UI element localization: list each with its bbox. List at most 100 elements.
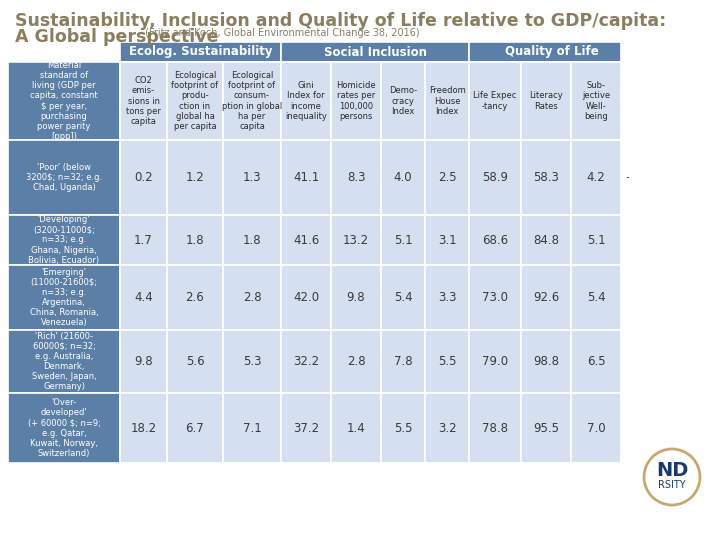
Text: 37.2: 37.2 [293, 421, 319, 434]
Text: 0.2: 0.2 [134, 171, 153, 184]
Text: 32.2: 32.2 [293, 355, 319, 368]
Bar [120, 330, 167, 393]
Bar [120, 140, 167, 215]
Text: 'Poor' (below
3200$; n=32; e.g.
Chad, Uganda): 'Poor' (below 3200$; n=32; e.g. Chad, Ug… [26, 163, 102, 192]
Bar [621, 393, 634, 463]
Text: Demo-
cracy
Index: Demo- cracy Index [389, 86, 417, 115]
Bar [8, 215, 120, 265]
Bar [381, 265, 425, 330]
Text: 7.0: 7.0 [586, 421, 605, 434]
Bar [167, 330, 223, 393]
Bar [521, 215, 571, 265]
Bar [167, 265, 223, 330]
Text: 9.8: 9.8 [347, 291, 365, 304]
Bar [469, 215, 521, 265]
Text: 41.6: 41.6 [293, 233, 319, 246]
Bar [521, 330, 571, 393]
Bar [381, 393, 425, 463]
Bar [8, 62, 120, 140]
Text: 73.0: 73.0 [482, 291, 508, 304]
Bar [469, 140, 521, 215]
Bar [381, 330, 425, 393]
Bar [331, 140, 381, 215]
Bar [281, 393, 331, 463]
Bar [469, 393, 521, 463]
Text: 6.5: 6.5 [586, 355, 605, 368]
Text: ND: ND [656, 460, 688, 480]
Bar [331, 265, 381, 330]
Bar [120, 393, 167, 463]
Text: 4.0: 4.0 [393, 171, 413, 184]
Bar [425, 215, 469, 265]
Bar [571, 215, 621, 265]
Text: 98.8: 98.8 [533, 355, 559, 368]
Bar [120, 215, 167, 265]
Bar [331, 393, 381, 463]
Text: 92.6: 92.6 [533, 291, 559, 304]
Bar [331, 330, 381, 393]
Bar [223, 393, 281, 463]
Bar [381, 215, 425, 265]
Bar [281, 215, 331, 265]
Text: RSITY: RSITY [658, 480, 686, 490]
Bar [621, 215, 634, 265]
Bar [469, 62, 521, 140]
Text: Sub-
jective
Well-
being: Sub- jective Well- being [582, 81, 610, 121]
Text: 1.8: 1.8 [186, 233, 204, 246]
Bar [621, 265, 634, 330]
Bar [381, 62, 425, 140]
Text: 79.0: 79.0 [482, 355, 508, 368]
Bar [223, 62, 281, 140]
Bar [8, 265, 120, 330]
Bar [281, 42, 469, 62]
Bar [167, 393, 223, 463]
Text: 7.8: 7.8 [393, 355, 413, 368]
Bar [167, 62, 223, 140]
Text: 13.2: 13.2 [343, 233, 369, 246]
Text: 2.8: 2.8 [347, 355, 365, 368]
Text: 1.2: 1.2 [186, 171, 204, 184]
Text: 5.1: 5.1 [393, 233, 413, 246]
Bar [425, 140, 469, 215]
Text: 84.8: 84.8 [533, 233, 559, 246]
Text: 78.8: 78.8 [482, 421, 508, 434]
Bar [571, 265, 621, 330]
Bar [469, 42, 634, 62]
Bar [621, 42, 634, 62]
Text: 3.1: 3.1 [437, 233, 457, 246]
Bar [120, 42, 281, 62]
Text: Material
standard of
living (GDP per
capita, constant
$ per year,
purchasing
pow: Material standard of living (GDP per cap… [30, 61, 98, 141]
Text: 'Rich' (21600-
60000$; n=32;
e.g. Australia,
Denmark,
Sweden, Japan,
Germany): 'Rich' (21600- 60000$; n=32; e.g. Austra… [32, 332, 96, 391]
Text: Homicide
rates per
100,000
persons: Homicide rates per 100,000 persons [336, 81, 376, 121]
Text: 'Emerging'
(11000-21600$;
n=33; e.g.
Argentina,
China, Romania,
Venezuela): 'Emerging' (11000-21600$; n=33; e.g. Arg… [30, 268, 99, 327]
Bar [425, 330, 469, 393]
Text: 42.0: 42.0 [293, 291, 319, 304]
Text: 1.8: 1.8 [242, 233, 262, 246]
Bar [425, 265, 469, 330]
Bar [120, 62, 167, 140]
Text: 'Over-
developed'
(+ 60000 $; n=9;
e.g. Qatar,
Kuwait, Norway,
Switzerland): 'Over- developed' (+ 60000 $; n=9; e.g. … [28, 398, 101, 458]
Text: Literacy
Rates: Literacy Rates [529, 92, 563, 110]
Bar [281, 330, 331, 393]
Text: Social Inclusion: Social Inclusion [323, 45, 427, 59]
Bar [381, 140, 425, 215]
Bar [223, 140, 281, 215]
Text: Freedom
House
Index: Freedom House Index [429, 86, 465, 115]
Text: 68.6: 68.6 [482, 233, 508, 246]
Bar [8, 42, 120, 62]
Text: 7.1: 7.1 [242, 421, 262, 434]
Bar [469, 330, 521, 393]
Bar [331, 62, 381, 140]
Bar [521, 62, 571, 140]
Text: 1.3: 1.3 [242, 171, 262, 184]
Text: 58.9: 58.9 [482, 171, 508, 184]
Bar [425, 62, 469, 140]
Text: (Fritz and Koch, Global Environmental Change 38, 2016): (Fritz and Koch, Global Environmental Ch… [142, 28, 420, 38]
Bar [621, 62, 634, 140]
Bar [621, 330, 634, 393]
Text: 5.5: 5.5 [393, 421, 412, 434]
Text: 5.5: 5.5 [437, 355, 457, 368]
Bar [167, 140, 223, 215]
Text: Life Expec
-tancy: Life Expec -tancy [474, 92, 517, 110]
Text: 2.6: 2.6 [186, 291, 204, 304]
